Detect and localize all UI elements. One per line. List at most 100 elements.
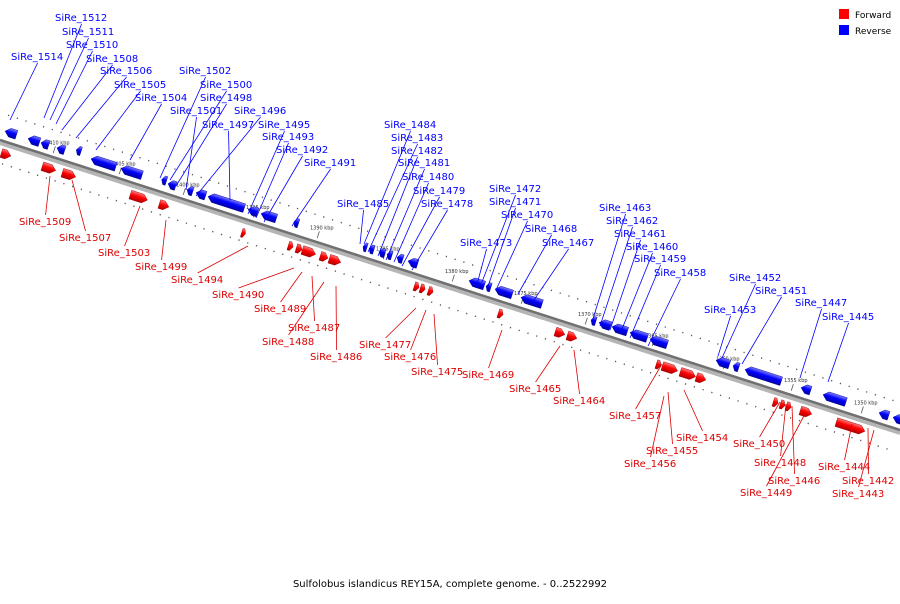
reverse-gene-arrow[interactable] bbox=[407, 257, 420, 269]
reverse-gene-arrow[interactable] bbox=[160, 175, 169, 186]
forward-gene-label[interactable]: SiRe_1456 bbox=[624, 459, 676, 470]
forward-gene-label[interactable]: SiRe_1449 bbox=[740, 488, 792, 499]
forward-gene-label[interactable]: SiRe_1476 bbox=[384, 352, 436, 363]
reverse-gene-arrow[interactable] bbox=[892, 413, 900, 425]
forward-gene-label[interactable]: SiRe_1457 bbox=[609, 411, 661, 422]
forward-gene-arrow[interactable] bbox=[412, 281, 421, 292]
reverse-gene-arrow[interactable] bbox=[649, 335, 669, 350]
reverse-gene-arrow[interactable] bbox=[744, 365, 783, 386]
reverse-gene-label[interactable]: SiRe_1498 bbox=[200, 93, 252, 104]
reverse-gene-label[interactable]: SiRe_1460 bbox=[626, 242, 678, 253]
reverse-gene-arrow[interactable] bbox=[494, 285, 514, 300]
reverse-gene-arrow[interactable] bbox=[598, 318, 613, 331]
reverse-gene-label[interactable]: SiRe_1484 bbox=[384, 120, 436, 131]
reverse-gene-label[interactable]: SiRe_1453 bbox=[704, 305, 756, 316]
reverse-gene-arrow[interactable] bbox=[368, 244, 376, 255]
forward-gene-arrow[interactable] bbox=[294, 243, 303, 254]
forward-gene-label[interactable]: SiRe_1509 bbox=[19, 217, 71, 228]
reverse-gene-arrow[interactable] bbox=[520, 293, 544, 309]
forward-gene-arrow[interactable] bbox=[694, 372, 707, 385]
reverse-gene-label[interactable]: SiRe_1493 bbox=[262, 132, 314, 143]
reverse-gene-arrow[interactable] bbox=[167, 179, 178, 191]
reverse-gene-label[interactable]: SiRe_1501 bbox=[170, 106, 222, 117]
reverse-gene-label[interactable]: SiRe_1495 bbox=[258, 120, 310, 131]
reverse-gene-arrow[interactable] bbox=[56, 144, 67, 155]
forward-gene-arrow[interactable] bbox=[327, 254, 342, 266]
forward-gene-label[interactable]: SiRe_1446 bbox=[768, 476, 820, 487]
reverse-gene-label[interactable]: SiRe_1491 bbox=[304, 158, 356, 169]
reverse-gene-label[interactable]: SiRe_1462 bbox=[606, 216, 658, 227]
reverse-gene-arrow[interactable] bbox=[40, 138, 51, 150]
forward-gene-arrow[interactable] bbox=[771, 397, 780, 408]
reverse-gene-label[interactable]: SiRe_1451 bbox=[755, 286, 807, 297]
forward-gene-arrow[interactable] bbox=[834, 417, 866, 436]
reverse-gene-label[interactable]: SiRe_1478 bbox=[421, 199, 473, 210]
reverse-gene-label[interactable]: SiRe_1482 bbox=[391, 146, 443, 157]
reverse-gene-label[interactable]: SiRe_1463 bbox=[599, 203, 651, 214]
reverse-gene-label[interactable]: SiRe_1485 bbox=[337, 199, 389, 210]
forward-gene-arrow[interactable] bbox=[778, 399, 787, 410]
forward-gene-label[interactable]: SiRe_1450 bbox=[733, 439, 785, 450]
reverse-gene-arrow[interactable] bbox=[822, 390, 848, 407]
forward-gene-label[interactable]: SiRe_1455 bbox=[646, 446, 698, 457]
forward-gene-arrow[interactable] bbox=[157, 199, 170, 212]
forward-gene-arrow[interactable] bbox=[300, 245, 317, 259]
reverse-gene-arrow[interactable] bbox=[260, 209, 278, 224]
reverse-gene-label[interactable]: SiRe_1467 bbox=[542, 238, 594, 249]
reverse-gene-arrow[interactable] bbox=[611, 322, 629, 337]
forward-gene-label[interactable]: SiRe_1454 bbox=[676, 433, 728, 444]
forward-gene-arrow[interactable] bbox=[128, 190, 149, 204]
reverse-gene-label[interactable]: SiRe_1472 bbox=[489, 184, 541, 195]
forward-gene-label[interactable]: SiRe_1490 bbox=[212, 290, 264, 301]
reverse-gene-label[interactable]: SiRe_1471 bbox=[489, 197, 541, 208]
reverse-gene-label[interactable]: SiRe_1514 bbox=[11, 52, 63, 63]
reverse-gene-label[interactable]: SiRe_1496 bbox=[234, 106, 286, 117]
reverse-gene-arrow[interactable] bbox=[4, 127, 19, 140]
forward-gene-arrow[interactable] bbox=[654, 359, 663, 370]
forward-gene-arrow[interactable] bbox=[40, 161, 57, 175]
forward-gene-arrow[interactable] bbox=[240, 228, 247, 238]
reverse-gene-label[interactable]: SiRe_1497 bbox=[202, 120, 254, 131]
reverse-gene-arrow[interactable] bbox=[378, 247, 387, 259]
forward-gene-arrow[interactable] bbox=[496, 308, 505, 319]
reverse-gene-arrow[interactable] bbox=[292, 218, 301, 229]
reverse-gene-arrow[interactable] bbox=[75, 146, 83, 156]
reverse-gene-label[interactable]: SiRe_1504 bbox=[135, 93, 187, 104]
forward-gene-label[interactable]: SiRe_1503 bbox=[98, 248, 150, 259]
forward-gene-label[interactable]: SiRe_1487 bbox=[288, 323, 340, 334]
reverse-gene-label[interactable]: SiRe_1480 bbox=[402, 172, 454, 183]
forward-gene-label[interactable]: SiRe_1448 bbox=[754, 458, 806, 469]
reverse-gene-arrow[interactable] bbox=[186, 185, 195, 197]
reverse-gene-arrow[interactable] bbox=[878, 408, 891, 421]
reverse-gene-arrow[interactable] bbox=[732, 361, 741, 373]
forward-gene-label[interactable]: SiRe_1469 bbox=[462, 370, 514, 381]
reverse-gene-arrow[interactable] bbox=[90, 155, 118, 172]
reverse-gene-arrow[interactable] bbox=[362, 242, 369, 253]
reverse-gene-label[interactable]: SiRe_1492 bbox=[276, 145, 328, 156]
reverse-gene-arrow[interactable] bbox=[629, 328, 649, 343]
reverse-gene-arrow[interactable] bbox=[396, 253, 405, 264]
forward-gene-label[interactable]: SiRe_1499 bbox=[135, 262, 187, 273]
reverse-gene-label[interactable]: SiRe_1512 bbox=[55, 13, 107, 24]
reverse-gene-arrow[interactable] bbox=[485, 282, 493, 293]
reverse-gene-label[interactable]: SiRe_1473 bbox=[460, 238, 512, 249]
reverse-gene-label[interactable]: SiRe_1500 bbox=[200, 80, 252, 91]
reverse-gene-label[interactable]: SiRe_1510 bbox=[66, 40, 118, 51]
forward-gene-label[interactable]: SiRe_1507 bbox=[59, 233, 111, 244]
forward-gene-arrow[interactable] bbox=[426, 286, 435, 296]
reverse-gene-arrow[interactable] bbox=[800, 383, 813, 396]
reverse-gene-arrow[interactable] bbox=[247, 205, 260, 218]
forward-gene-arrow[interactable] bbox=[418, 283, 427, 294]
forward-gene-label[interactable]: SiRe_1494 bbox=[171, 275, 223, 286]
reverse-gene-label[interactable]: SiRe_1452 bbox=[729, 273, 781, 284]
reverse-gene-arrow[interactable] bbox=[27, 134, 42, 147]
reverse-gene-label[interactable]: SiRe_1445 bbox=[822, 312, 874, 323]
reverse-gene-label[interactable]: SiRe_1481 bbox=[398, 158, 450, 169]
reverse-gene-label[interactable]: SiRe_1502 bbox=[179, 66, 231, 77]
reverse-gene-label[interactable]: SiRe_1511 bbox=[62, 27, 114, 38]
reverse-gene-arrow[interactable] bbox=[715, 356, 732, 370]
reverse-gene-label[interactable]: SiRe_1483 bbox=[391, 133, 443, 144]
reverse-gene-label[interactable]: SiRe_1508 bbox=[86, 54, 138, 65]
reverse-gene-label[interactable]: SiRe_1458 bbox=[654, 268, 706, 279]
forward-gene-label[interactable]: SiRe_1489 bbox=[254, 304, 306, 315]
